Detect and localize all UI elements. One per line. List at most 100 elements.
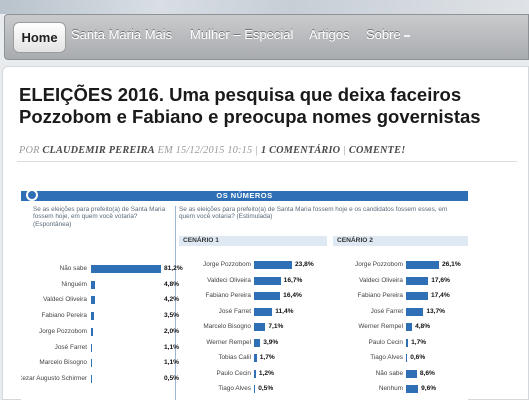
bar	[91, 265, 161, 273]
bar	[91, 359, 93, 368]
bar-value-label: 0,5%	[164, 374, 180, 382]
bar-label: Tiago Alves	[218, 385, 251, 392]
bar	[254, 354, 257, 362]
bar-label: Tiago Alves	[370, 354, 403, 361]
bar-label: Tobias Calil	[218, 354, 251, 361]
nav-home-button[interactable]: Home	[13, 22, 66, 53]
bar	[406, 292, 428, 300]
poll-infographic: OS NÚMEROS Se as eleições para prefeito(…	[21, 182, 468, 400]
bar-value-label: 9,6%	[421, 385, 437, 392]
bar-label: Valdeci Oliveira	[359, 276, 403, 284]
meta-separator: |	[255, 145, 259, 156]
submenu-indicator-icon	[403, 34, 410, 37]
bar-label: Paulo Cecin	[216, 369, 251, 377]
bar	[406, 307, 424, 316]
meta-divider	[17, 161, 517, 162]
bar-label: Valdeci Oliveira	[43, 296, 87, 304]
chart-3-row: Paulo Cecin 1,7%	[21, 337, 468, 349]
bar-value-label: 8,6%	[419, 369, 435, 377]
post-title[interactable]: ELEIÇÕES 2016. Uma pesquisa que deixa fa…	[19, 84, 481, 127]
nav-artigos[interactable]: Artigos	[309, 27, 350, 42]
bar	[91, 327, 93, 336]
bar	[91, 280, 96, 289]
main-navigation: Home Santa Maria Mais Mulher – Especial …	[4, 14, 529, 60]
nav-santa-maria-mais[interactable]: Santa Maria Mais	[71, 27, 173, 42]
bar-label: Fabiano Pereira	[41, 312, 87, 320]
nav-sobre-label: Sobre	[366, 27, 401, 42]
bar-value-label: 4,8%	[415, 323, 431, 330]
bar	[406, 369, 417, 378]
bar-label: Não sabe	[59, 265, 87, 272]
scenario-1-title: CENÁRIO 1	[179, 236, 327, 246]
bar-value-label: 1,7%	[411, 338, 427, 346]
bar-label: Paulo Cecin	[368, 338, 403, 346]
bar	[254, 276, 281, 285]
chart-1-row: Não sabe 81,2%	[21, 263, 468, 275]
bar-label: Não sabe	[375, 369, 403, 377]
chart-3-row: Nenhum 9,6%	[21, 383, 468, 395]
question-stimulated: Se as eleições para prefeito(a) de Santa…	[179, 206, 448, 221]
bar-label: Jorge Pozzobom	[355, 261, 403, 268]
bar	[91, 343, 93, 352]
post-date: EM 15/12/2015 10:15	[157, 145, 253, 156]
bar-label: Marcelo Bisogno	[203, 323, 251, 330]
nav-sobre[interactable]: Sobre	[366, 27, 410, 42]
bar-label: Werner Rempel	[358, 323, 403, 330]
bar-value-label: 13,7%	[426, 307, 446, 315]
bar	[406, 323, 413, 331]
bar-value-label: 16,7%	[283, 276, 303, 284]
post-container: ELEIÇÕES 2016. Uma pesquisa que deixa fa…	[2, 66, 529, 400]
newspaper-logo-icon	[26, 189, 38, 201]
bar-label: Fabiano Pereira	[357, 292, 403, 299]
bar-value-label: 0,6%	[410, 354, 426, 361]
bar-label: José Farret	[54, 343, 87, 351]
comments-count-link[interactable]: 1 COMENTÁRIO	[260, 145, 341, 156]
bar	[406, 385, 419, 393]
bar-label: Marcelo Bisogno	[39, 359, 87, 367]
bar-value-label: 1,1%	[164, 343, 180, 351]
bar-label: Ninguém	[61, 280, 87, 288]
bar	[91, 296, 95, 305]
bar	[406, 338, 409, 347]
bar	[254, 261, 292, 269]
post-meta: POR CLAUDEMIR PEREIRA EM 15/12/2015 10:1…	[19, 145, 405, 156]
author-link[interactable]: CLAUDEMIR PEREIRA	[42, 145, 155, 156]
chart-1-row: Valdeci Oliveira 4,2%	[21, 294, 468, 306]
meta-by: POR	[19, 145, 40, 156]
bar-label: José Farret	[370, 307, 403, 315]
chart-1-row: Ninguém 4,8%	[21, 279, 468, 291]
bar-value-label: 1,7%	[259, 354, 275, 361]
chart-3-row: Valdeci Oliveira 17,6%	[21, 275, 468, 287]
chart-1-row: José Farret 1,1%	[21, 342, 468, 354]
bar	[254, 292, 281, 300]
chart-2-row: Werner Rempel 3,9%	[21, 337, 468, 349]
bar-value-label: 3,5%	[164, 312, 180, 320]
bar-value-label: 17,4%	[431, 292, 450, 299]
bar-value-label: 0,5%	[258, 385, 274, 392]
section-divider	[175, 206, 176, 400]
bar-label: Cezar Augusto Schirmer	[21, 374, 87, 382]
chart-1-row: Jorge Pozzobom 2,0%	[21, 326, 468, 338]
bar-label: Nenhum	[378, 385, 403, 392]
nav-mulher-especial[interactable]: Mulher – Especial	[190, 27, 294, 42]
bar	[254, 323, 266, 331]
bar-value-label: 4,2%	[164, 296, 180, 304]
chart-3-row: Tiago Alves 0,6%	[21, 352, 468, 364]
bar-label: Fabiano Pereira	[205, 292, 251, 299]
chart-1-row: Cezar Augusto Schirmer 0,5%	[21, 373, 468, 385]
bar-label: Jorge Pozzobom	[203, 261, 251, 268]
chart-2-row: Tiago Alves 0,5%	[21, 383, 468, 395]
bar-label: Valdeci Oliveira	[207, 276, 251, 284]
comment-link[interactable]: COMENTE!	[348, 145, 406, 156]
chart-2-row: Paulo Cecin 1,2%	[21, 368, 468, 380]
bar-value-label: 2,0%	[164, 327, 180, 335]
bar-value-label: 7,1%	[268, 323, 284, 330]
bar	[406, 354, 408, 362]
bar	[254, 338, 261, 347]
bar	[91, 374, 93, 383]
bar-value-label: 1,1%	[164, 359, 180, 367]
bar-value-label: 1,2%	[258, 369, 274, 377]
chart-3-row: Jorge Pozzobom 26,1%	[21, 259, 468, 271]
bar-label: José Farret	[218, 307, 251, 315]
bar-value-label: 3,9%	[263, 338, 279, 346]
